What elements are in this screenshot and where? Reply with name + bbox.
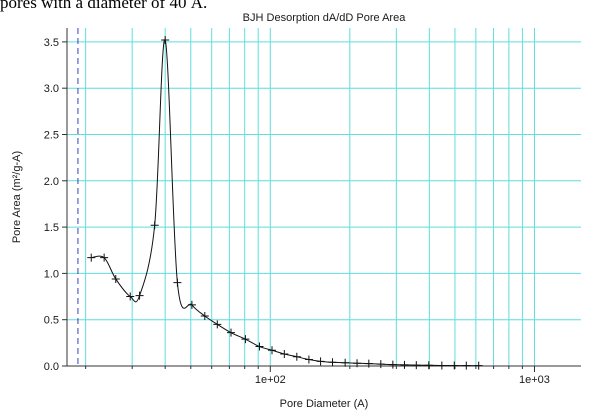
y-ticks: 0.0 0.5 1.0 1.5 2.0 2.5 3.0 3.5 [44, 37, 67, 373]
series-layer [87, 36, 483, 370]
data-point [316, 357, 325, 366]
y-tick-label: 0.0 [44, 361, 59, 373]
data-point [227, 328, 236, 337]
data-point [292, 352, 301, 361]
y-tick-label: 1.5 [44, 222, 59, 234]
data-point [474, 361, 483, 370]
y-tick-label: 0.5 [44, 315, 59, 327]
data-point [268, 346, 277, 355]
data-point [87, 253, 96, 262]
data-point [126, 292, 135, 301]
data-point [341, 358, 350, 367]
y-tick-label: 1.0 [44, 268, 59, 280]
data-point [424, 361, 433, 370]
data-point [150, 221, 159, 230]
chart-title: BJH Desorption dA/dD Pore Area [243, 12, 407, 24]
data-point [376, 360, 385, 369]
y-tick-label: 2.5 [44, 129, 59, 141]
data-point [241, 335, 250, 344]
data-point [364, 359, 373, 368]
x-tick-label: 1e+02 [255, 374, 286, 386]
plot-area [67, 28, 581, 366]
y-tick-label: 3.0 [44, 83, 59, 95]
data-point [304, 355, 313, 364]
data-point [400, 360, 409, 369]
data-point [353, 359, 362, 368]
data-point [135, 291, 144, 300]
data-point [388, 360, 397, 369]
data-point [187, 300, 196, 309]
data-point [437, 361, 446, 370]
data-point [213, 320, 222, 329]
x-tick-label: 1e+03 [519, 374, 550, 386]
data-point [255, 342, 264, 351]
data-point [328, 358, 337, 367]
y-tick-label: 2.0 [44, 176, 59, 188]
data-point [111, 274, 120, 283]
data-point [412, 361, 421, 370]
y-tick-label: 3.5 [44, 37, 59, 49]
data-point [200, 311, 209, 320]
data-point [280, 349, 289, 358]
x-ticks: 1e+02 1e+03 [85, 366, 550, 386]
caption-fragment: pores with a diameter of 40 Å. [0, 0, 208, 12]
data-point [173, 278, 182, 287]
x-axis-label: Pore Diameter (A) [280, 398, 369, 410]
data-point [100, 253, 109, 262]
data-point [462, 361, 471, 370]
data-point [450, 361, 459, 370]
y-axis-label: Pore Area (m²/g-A) [11, 151, 23, 243]
axes [66, 28, 581, 367]
series-line [91, 39, 479, 367]
grid [67, 28, 581, 366]
data-point [161, 36, 170, 45]
